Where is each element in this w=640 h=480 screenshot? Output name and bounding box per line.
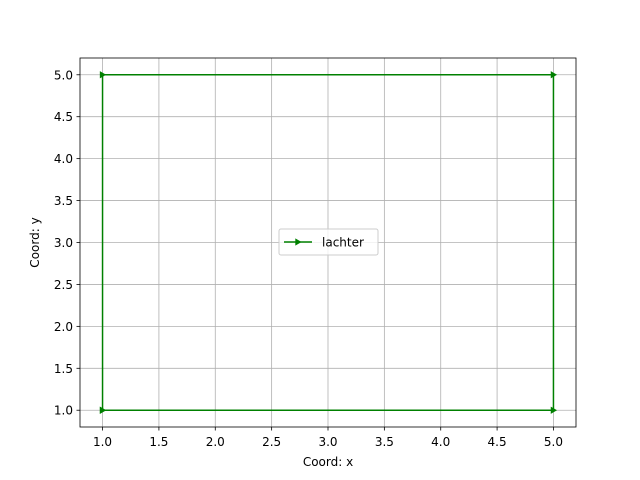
x-tick-label: 2.0 [206,435,225,449]
y-tick-label: 5.0 [54,68,73,82]
x-tick-label: 4.0 [431,435,450,449]
legend-label: lachter [322,236,364,250]
y-tick-label: 4.0 [54,152,73,166]
y-tick-label: 1.5 [54,362,73,376]
y-tick-label: 3.5 [54,194,73,208]
y-tick-label: 4.5 [54,110,73,124]
series-point [99,406,107,414]
series-point [99,71,107,79]
series-point [550,71,558,79]
x-tick-label: 3.0 [318,435,337,449]
y-axis-label: Coord: y [28,217,42,267]
x-tick-label: 1.0 [93,435,112,449]
x-tick-label: 4.5 [488,435,507,449]
legend-marker [295,238,302,246]
x-axis-label: Coord: x [303,455,353,469]
y-tick-label: 3.0 [54,236,73,250]
series-layer [99,71,558,414]
x-tick-label: 2.5 [262,435,281,449]
legend: lachter [278,228,379,256]
x-tick-label: 1.5 [149,435,168,449]
x-tick-label: 5.0 [544,435,563,449]
y-tick-label: 2.0 [54,320,73,334]
x-axis: 1.0 1.5 2.0 2.5 3.0 3.5 4.0 4.5 5.0 [93,427,563,449]
y-axis: 1.0 1.5 2.0 2.5 3.0 3.5 4.0 4.5 5.0 [54,68,80,418]
y-tick-label: 2.5 [54,278,73,292]
x-tick-label: 3.5 [375,435,394,449]
series-point [550,406,558,414]
legend-box [278,228,379,256]
y-tick-label: 1.0 [54,404,73,418]
